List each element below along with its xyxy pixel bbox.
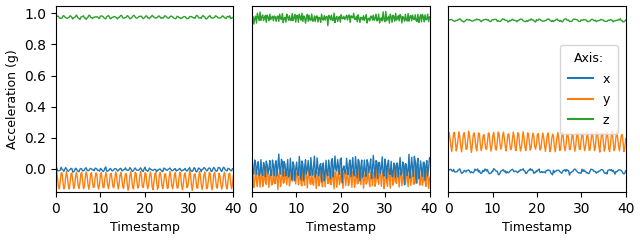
X-axis label: Timestamp: Timestamp	[109, 222, 180, 234]
Legend: x, y, z: x, y, z	[560, 45, 618, 134]
X-axis label: Timestamp: Timestamp	[306, 222, 376, 234]
Y-axis label: Acceleration (g): Acceleration (g)	[6, 49, 19, 149]
X-axis label: Timestamp: Timestamp	[502, 222, 572, 234]
